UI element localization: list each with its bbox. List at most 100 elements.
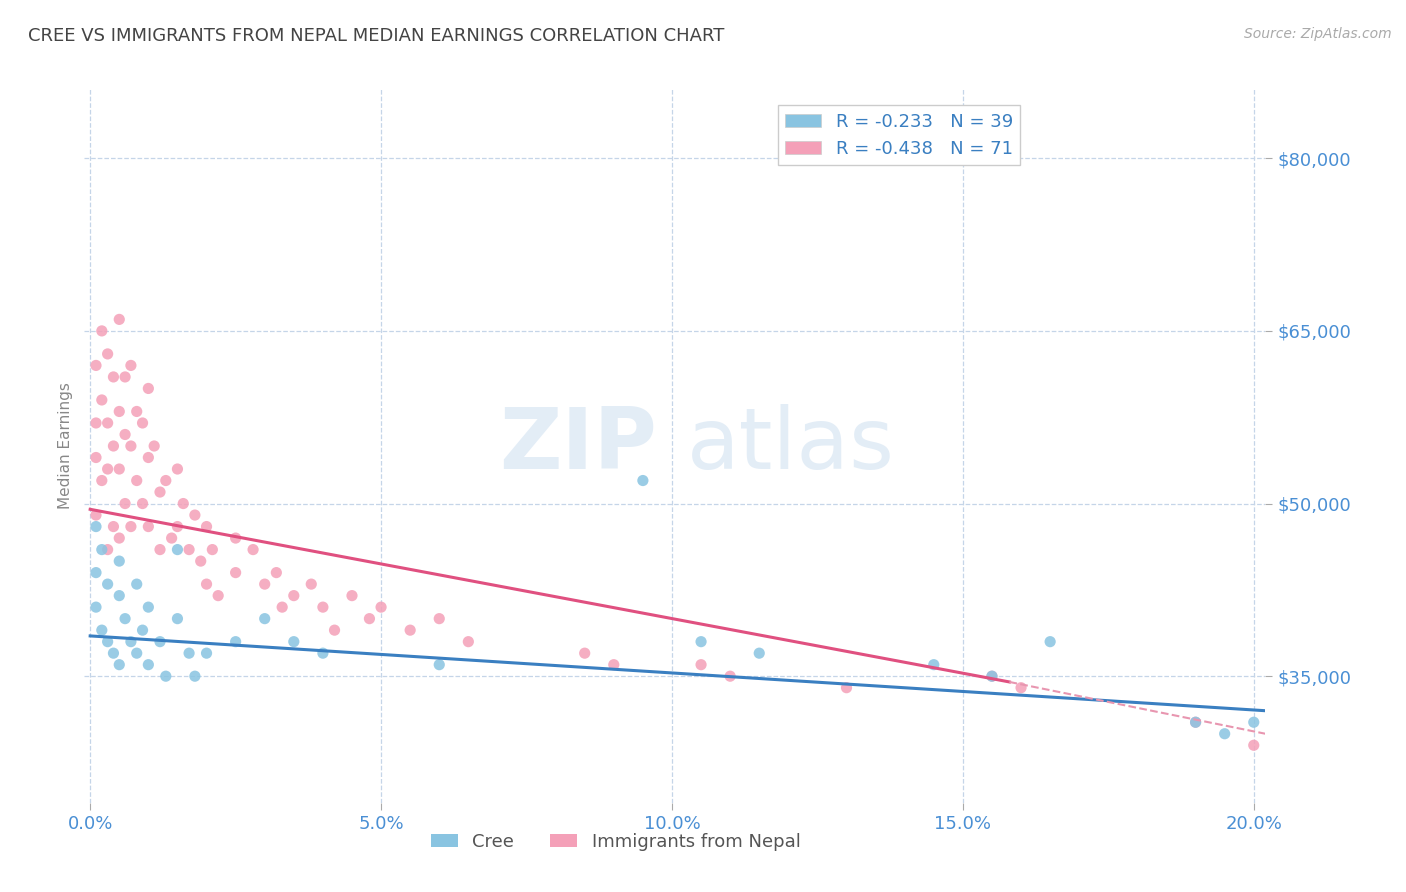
Point (90, 474, 112, 488)
Point (718, 669, 741, 683)
Point (103, 370, 125, 384)
Point (253, 577, 276, 591)
Point (195, 519, 218, 533)
Point (90, 324, 112, 338)
Point (97, 634, 120, 648)
Point (131, 623, 153, 637)
Point (399, 623, 422, 637)
Point (97, 542, 120, 557)
Point (120, 519, 142, 533)
Point (108, 404, 131, 418)
Point (125, 577, 148, 591)
Point (108, 589, 131, 603)
Point (138, 600, 160, 615)
Point (1039, 634, 1062, 648)
Point (690, 634, 713, 648)
Point (603, 657, 626, 672)
Point (283, 589, 305, 603)
Point (981, 669, 1004, 683)
Point (90, 623, 112, 637)
Point (266, 566, 288, 580)
Point (120, 359, 142, 373)
Point (1184, 715, 1206, 730)
Point (201, 542, 224, 557)
Point (690, 657, 713, 672)
Point (138, 519, 160, 533)
Point (155, 669, 177, 683)
Point (120, 634, 142, 648)
Point (1213, 727, 1236, 741)
Point (340, 589, 363, 603)
Point (114, 612, 136, 626)
Text: CREE VS IMMIGRANTS FROM NEPAL MEDIAN EARNINGS CORRELATION CHART: CREE VS IMMIGRANTS FROM NEPAL MEDIAN EAR… (28, 27, 724, 45)
Point (312, 646, 335, 660)
Point (1243, 715, 1265, 730)
Point (108, 554, 131, 568)
Point (149, 542, 172, 557)
Point (97, 416, 120, 430)
Point (922, 657, 945, 672)
Point (125, 646, 148, 660)
Point (172, 497, 194, 511)
Point (84, 416, 107, 430)
Point (427, 657, 450, 672)
Point (149, 634, 172, 648)
Point (299, 577, 322, 591)
Point (166, 542, 188, 557)
Point (138, 381, 160, 395)
Point (103, 646, 125, 660)
Point (108, 312, 131, 326)
Point (184, 508, 207, 522)
Text: Source: ZipAtlas.com: Source: ZipAtlas.com (1244, 27, 1392, 41)
Point (120, 439, 142, 453)
Point (195, 646, 218, 660)
Point (981, 669, 1004, 683)
Legend: Cree, Immigrants from Nepal: Cree, Immigrants from Nepal (423, 826, 808, 858)
Point (323, 623, 346, 637)
Point (108, 462, 131, 476)
Point (143, 439, 166, 453)
Point (166, 462, 188, 476)
Point (108, 657, 131, 672)
Point (177, 646, 200, 660)
Point (125, 404, 148, 418)
Point (225, 531, 247, 545)
Point (166, 519, 188, 533)
Point (149, 485, 172, 500)
Text: ZIP: ZIP (499, 404, 657, 488)
Point (97, 462, 120, 476)
Point (84, 508, 107, 522)
Point (271, 600, 294, 615)
Point (427, 612, 450, 626)
Point (84, 519, 107, 533)
Point (90, 542, 112, 557)
Point (114, 497, 136, 511)
Point (184, 669, 207, 683)
Point (631, 474, 654, 488)
Point (160, 531, 183, 545)
Point (195, 577, 218, 591)
Point (370, 600, 392, 615)
Point (108, 531, 131, 545)
Point (1184, 715, 1206, 730)
Point (103, 439, 125, 453)
Point (90, 392, 112, 407)
Point (207, 589, 229, 603)
Point (574, 646, 596, 660)
Point (748, 646, 770, 660)
Point (1243, 738, 1265, 752)
Point (84, 359, 107, 373)
Point (97, 347, 120, 361)
Point (312, 600, 335, 615)
Point (1010, 681, 1032, 695)
Point (131, 416, 153, 430)
Y-axis label: Median Earnings: Median Earnings (58, 383, 73, 509)
Point (114, 370, 136, 384)
Point (84, 450, 107, 465)
Point (103, 519, 125, 533)
Point (84, 566, 107, 580)
Point (138, 657, 160, 672)
Point (225, 566, 247, 580)
Point (138, 450, 160, 465)
Point (835, 681, 858, 695)
